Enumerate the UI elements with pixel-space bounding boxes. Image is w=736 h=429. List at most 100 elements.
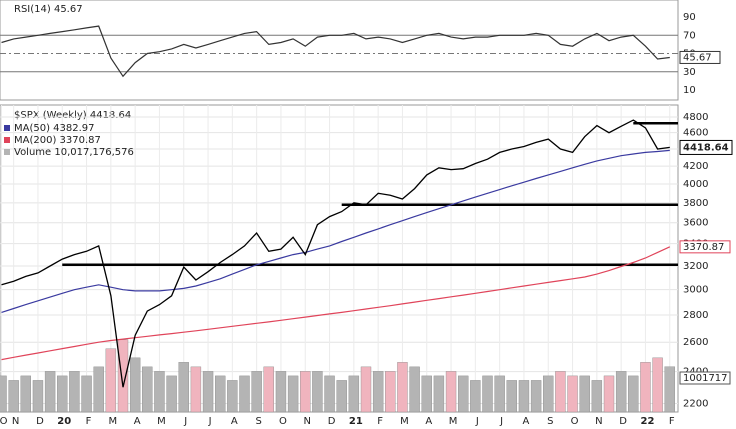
x-tick-label: F bbox=[669, 416, 675, 427]
x-tick-label: D bbox=[36, 416, 44, 427]
y-tick-label: 4600 bbox=[683, 128, 708, 139]
volume-bar bbox=[190, 366, 202, 413]
y-tick-label: 4800 bbox=[683, 112, 708, 123]
volume-bar bbox=[628, 375, 639, 413]
x-tick-label: O bbox=[279, 416, 287, 427]
x-tick-label: M bbox=[449, 416, 458, 427]
rsi-panel bbox=[0, 0, 679, 101]
volume-bar bbox=[397, 362, 408, 413]
y-tick-label: 2800 bbox=[683, 310, 708, 321]
volume-bar bbox=[32, 380, 44, 413]
volume-bar bbox=[615, 371, 627, 413]
volume-bar bbox=[227, 380, 238, 413]
volume-bar bbox=[154, 371, 165, 413]
volume-bar bbox=[518, 380, 530, 413]
volume-bar bbox=[555, 371, 566, 413]
volume-bar bbox=[251, 371, 262, 413]
volume-bar bbox=[433, 375, 445, 413]
volume-bar bbox=[336, 380, 347, 413]
x-tick-label: A bbox=[523, 416, 530, 427]
rsi-tick-label: 90 bbox=[683, 12, 696, 23]
price-title: $SPX (Weekly) 4418.64 bbox=[14, 110, 131, 121]
volume-bar bbox=[567, 375, 578, 413]
rsi-tick-label: 10 bbox=[683, 85, 696, 96]
x-tick-label: J bbox=[499, 416, 503, 427]
y-tick-label: 3800 bbox=[683, 198, 708, 209]
series-tag: 3370.87 bbox=[683, 242, 724, 253]
rsi-tag-box bbox=[679, 50, 721, 64]
volume-bar bbox=[312, 371, 323, 413]
x-tick-label: S bbox=[255, 416, 261, 427]
y-tick-label: 2600 bbox=[683, 337, 708, 348]
volume-bar bbox=[652, 357, 663, 413]
volume-bar bbox=[57, 375, 68, 413]
volume-bar bbox=[409, 366, 420, 413]
volume-bar bbox=[458, 375, 469, 413]
y-tick-label: 3000 bbox=[683, 285, 708, 296]
y-tick-label: 4200 bbox=[683, 161, 708, 172]
x-tick-label: J bbox=[475, 416, 479, 427]
volume-bar bbox=[591, 380, 603, 413]
volume-bar bbox=[482, 375, 493, 413]
x-tick-label: M bbox=[109, 416, 118, 427]
x-tick-label: A bbox=[134, 416, 141, 427]
volume-bar bbox=[360, 366, 372, 413]
volume-bar bbox=[275, 371, 287, 413]
series-tag-box bbox=[679, 240, 731, 254]
volume-bar bbox=[324, 375, 335, 413]
series-tag: 1001717 bbox=[683, 373, 728, 384]
volume-bar bbox=[603, 375, 615, 413]
volume-bar bbox=[142, 366, 153, 413]
rsi-line bbox=[1, 25, 670, 78]
x-tick-label: 21 bbox=[349, 416, 363, 427]
x-tick-label: 22 bbox=[640, 416, 654, 427]
volume-bar bbox=[640, 362, 651, 413]
rsi-title: RSI(14) 45.67 bbox=[14, 4, 83, 15]
legend-swatch bbox=[4, 149, 10, 155]
volume-bar bbox=[445, 371, 457, 413]
volume-bar bbox=[530, 380, 542, 413]
x-tick-label: S bbox=[547, 416, 553, 427]
legend-swatch bbox=[4, 137, 10, 143]
volume-bar bbox=[506, 380, 517, 413]
volume-bar bbox=[348, 375, 360, 413]
volume-bar bbox=[372, 371, 384, 413]
x-tick-label: F bbox=[86, 416, 92, 427]
volume-bar bbox=[44, 371, 56, 413]
volume-bar bbox=[8, 380, 19, 413]
price-line bbox=[1, 119, 670, 388]
volume-bar bbox=[664, 366, 675, 413]
volume-bar bbox=[300, 371, 311, 413]
x-tick-label: M bbox=[157, 416, 166, 427]
y-tick-label: 4000 bbox=[683, 179, 708, 190]
volume-bar bbox=[287, 375, 299, 413]
x-tick-label: D bbox=[328, 416, 336, 427]
rsi-tag: 45.67 bbox=[683, 52, 712, 63]
x-tick-label: J bbox=[208, 416, 212, 427]
volume-bar bbox=[0, 375, 7, 413]
volume-bar bbox=[178, 362, 189, 413]
legend-swatch bbox=[4, 125, 10, 131]
legend-entry: MA(50) 4382.97 bbox=[14, 123, 95, 134]
volume-bar bbox=[105, 348, 117, 413]
volume-bar bbox=[385, 371, 396, 413]
price-tag: 4418.64 bbox=[683, 142, 729, 153]
volume-bar bbox=[543, 375, 554, 413]
x-tick-label: D bbox=[619, 416, 627, 427]
rsi-tick-label: 70 bbox=[683, 30, 696, 41]
y-tick-label: 3200 bbox=[683, 261, 708, 272]
volume-bar bbox=[214, 375, 226, 413]
ma-line bbox=[1, 149, 670, 313]
volume-bar bbox=[129, 357, 141, 413]
x-tick-label: J bbox=[183, 416, 187, 427]
volume-bar bbox=[20, 375, 31, 413]
x-tick-label: O bbox=[571, 416, 579, 427]
volume-bar bbox=[470, 380, 481, 413]
legend-entry: MA(200) 3370.87 bbox=[14, 135, 101, 146]
volume-bar bbox=[202, 371, 214, 413]
x-tick-label: M bbox=[400, 416, 409, 427]
volume-bar bbox=[263, 366, 274, 413]
volume-bar bbox=[81, 375, 92, 413]
legend-entry: Volume 10,017,176,576 bbox=[14, 147, 134, 158]
